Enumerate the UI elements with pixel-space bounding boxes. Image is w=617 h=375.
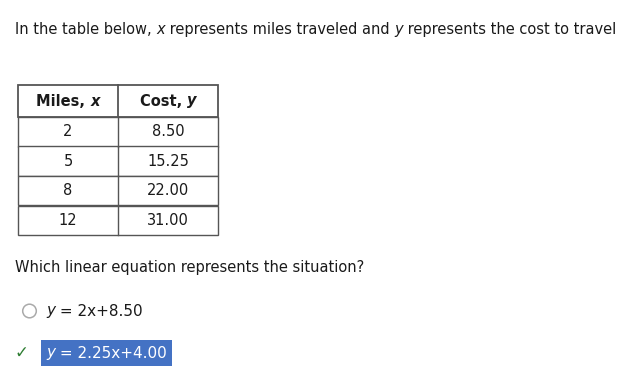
Text: Cost,: Cost, (139, 93, 187, 108)
Text: 15.25: 15.25 (147, 154, 189, 169)
Bar (41, 340, 172, 366)
Text: 8.50: 8.50 (152, 124, 184, 139)
Text: Which linear equation represents the situation?: Which linear equation represents the sit… (15, 260, 364, 275)
Text: Miles,: Miles, (36, 93, 90, 108)
Bar (18, 206, 218, 235)
Text: y: y (187, 93, 196, 108)
Text: 22.00: 22.00 (147, 183, 189, 198)
Bar (18, 85, 218, 117)
Text: y: y (46, 345, 55, 360)
Text: ✓: ✓ (15, 344, 28, 362)
Text: 8: 8 (64, 183, 73, 198)
Text: 2: 2 (64, 124, 73, 139)
Text: 12: 12 (59, 213, 77, 228)
Bar (18, 176, 218, 206)
Text: y: y (394, 22, 403, 37)
Text: In the table below,: In the table below, (15, 22, 156, 37)
Text: = 2x+8.50: = 2x+8.50 (55, 303, 143, 318)
Text: 31.00: 31.00 (147, 213, 189, 228)
Bar (18, 117, 218, 147)
Text: x: x (90, 93, 100, 108)
Text: y: y (46, 303, 55, 318)
Text: x: x (156, 22, 165, 37)
Text: represents the cost to travel by train.: represents the cost to travel by train. (403, 22, 617, 37)
Text: 5: 5 (64, 154, 73, 169)
Text: represents miles traveled and: represents miles traveled and (165, 22, 394, 37)
Text: = 2.25x+4.00: = 2.25x+4.00 (55, 345, 167, 360)
Bar (18, 147, 218, 176)
